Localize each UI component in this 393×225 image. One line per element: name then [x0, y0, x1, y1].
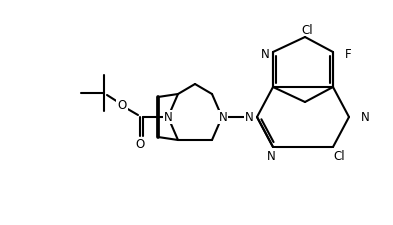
- Text: O: O: [118, 99, 127, 112]
- Text: N: N: [163, 111, 173, 124]
- Text: N: N: [261, 48, 269, 61]
- Text: N: N: [361, 111, 370, 124]
- Text: N: N: [219, 111, 228, 124]
- Text: N: N: [244, 111, 253, 124]
- Text: Cl: Cl: [333, 149, 345, 162]
- Text: O: O: [135, 138, 145, 151]
- Text: Cl: Cl: [301, 23, 313, 36]
- Text: N: N: [266, 149, 275, 162]
- Text: F: F: [345, 48, 352, 61]
